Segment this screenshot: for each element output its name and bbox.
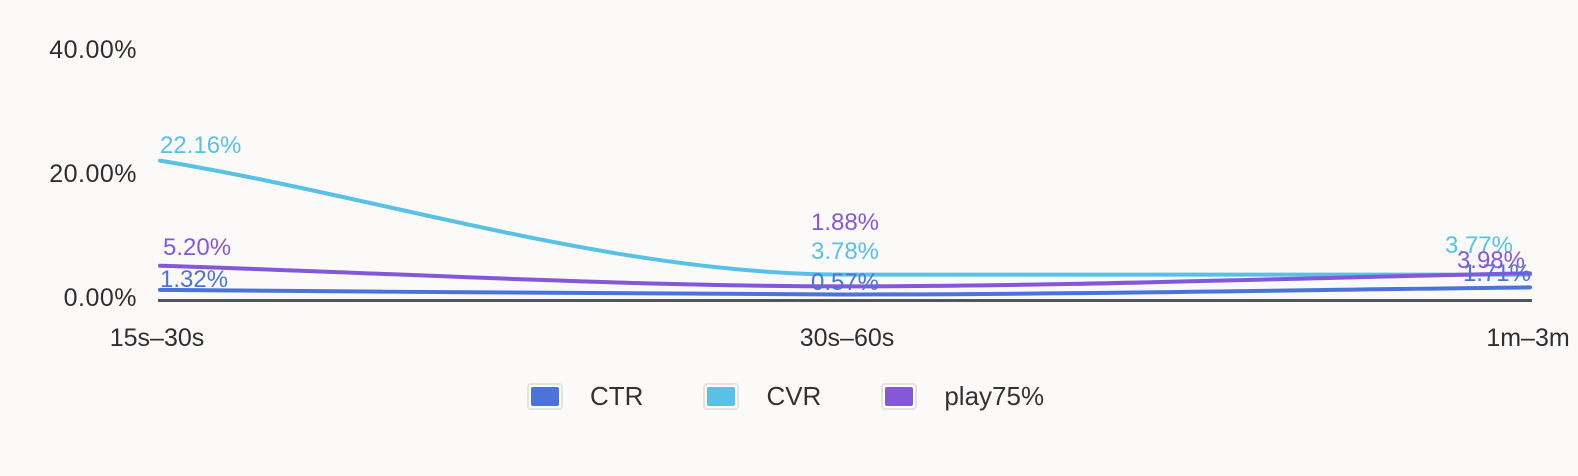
data-label-cvr-2: 3.77%	[1444, 232, 1513, 259]
series-line-play75[interactable]	[158, 263, 1532, 289]
x-axis-label-30s-60s: 30s–60s	[799, 324, 895, 352]
legend-label-play75: play75%	[944, 381, 1045, 411]
data-label-play75-2: 3.98%	[1456, 247, 1525, 274]
chart-legend: CTR CVR play75%	[527, 381, 1044, 411]
legend-swatch-cvr	[703, 382, 740, 410]
series-line-cvr[interactable]	[158, 158, 1532, 277]
data-label-cvr-1: 3.78%	[810, 238, 880, 265]
data-label-ctr-0: 1.32%	[160, 266, 229, 293]
data-label-cvr-0: 22.16%	[160, 132, 242, 159]
legend-label-cvr: CVR	[766, 381, 822, 411]
y-axis-tick-20: 20.00%	[49, 160, 137, 188]
x-axis-label-1m-3m: 1m–3m	[1486, 324, 1570, 352]
y-axis-tick-40: 40.00%	[49, 36, 137, 64]
legend-item-play75[interactable]: play75%	[881, 381, 1044, 411]
legend-item-cvr[interactable]: CVR	[703, 381, 821, 411]
legend-label-ctr: CTR	[590, 381, 644, 411]
x-axis-label-15s-30s: 15s–30s	[109, 324, 205, 352]
y-axis-tick-0: 0.00%	[63, 284, 137, 312]
data-label-ctr-1: 0.57%	[810, 269, 880, 296]
legend-swatch-play75	[881, 382, 918, 410]
data-label-play75-0: 5.20%	[163, 234, 232, 261]
data-label-play75-1: 1.88%	[810, 209, 880, 236]
legend-item-ctr[interactable]: CTR	[527, 381, 643, 411]
data-label-ctr-2: 1.71%	[1462, 260, 1531, 287]
series-line-ctr[interactable]	[158, 285, 1532, 297]
legend-swatch-ctr	[527, 382, 563, 410]
